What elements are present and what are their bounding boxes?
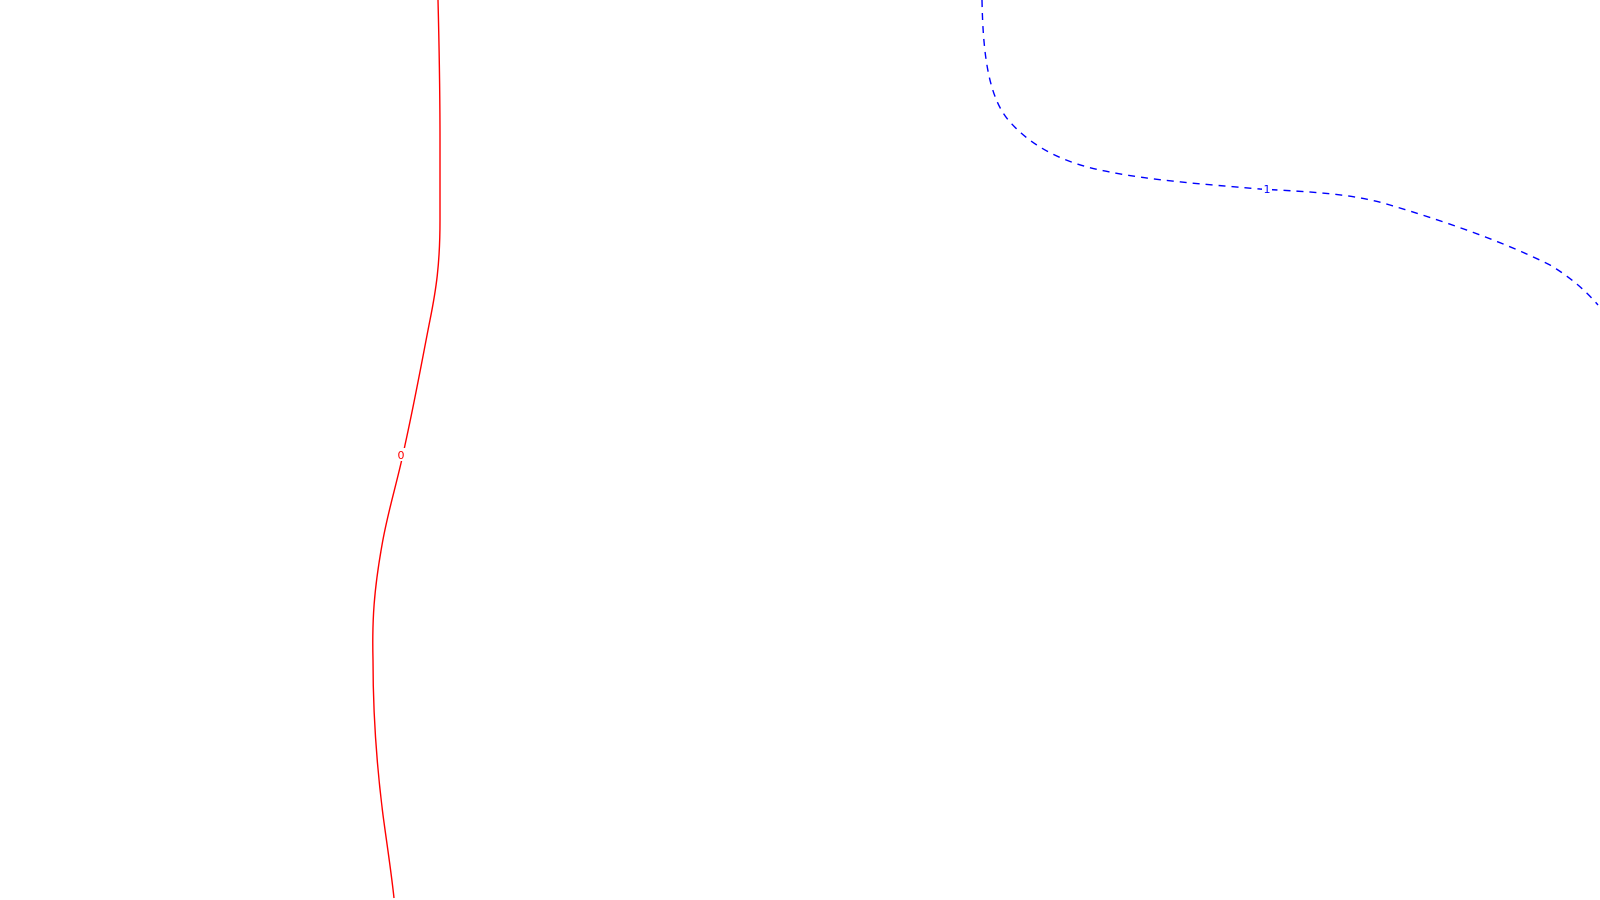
contour-label-level-1: 1 — [1264, 183, 1271, 196]
contour-line-level-0 — [372, 0, 441, 899]
contour-label-bg-level-0 — [396, 448, 406, 461]
contour-label-bg-level-1 — [1262, 182, 1272, 195]
contour-line-level-1 — [981, 0, 1599, 306]
contour-label-level-0: 0 — [398, 449, 405, 462]
